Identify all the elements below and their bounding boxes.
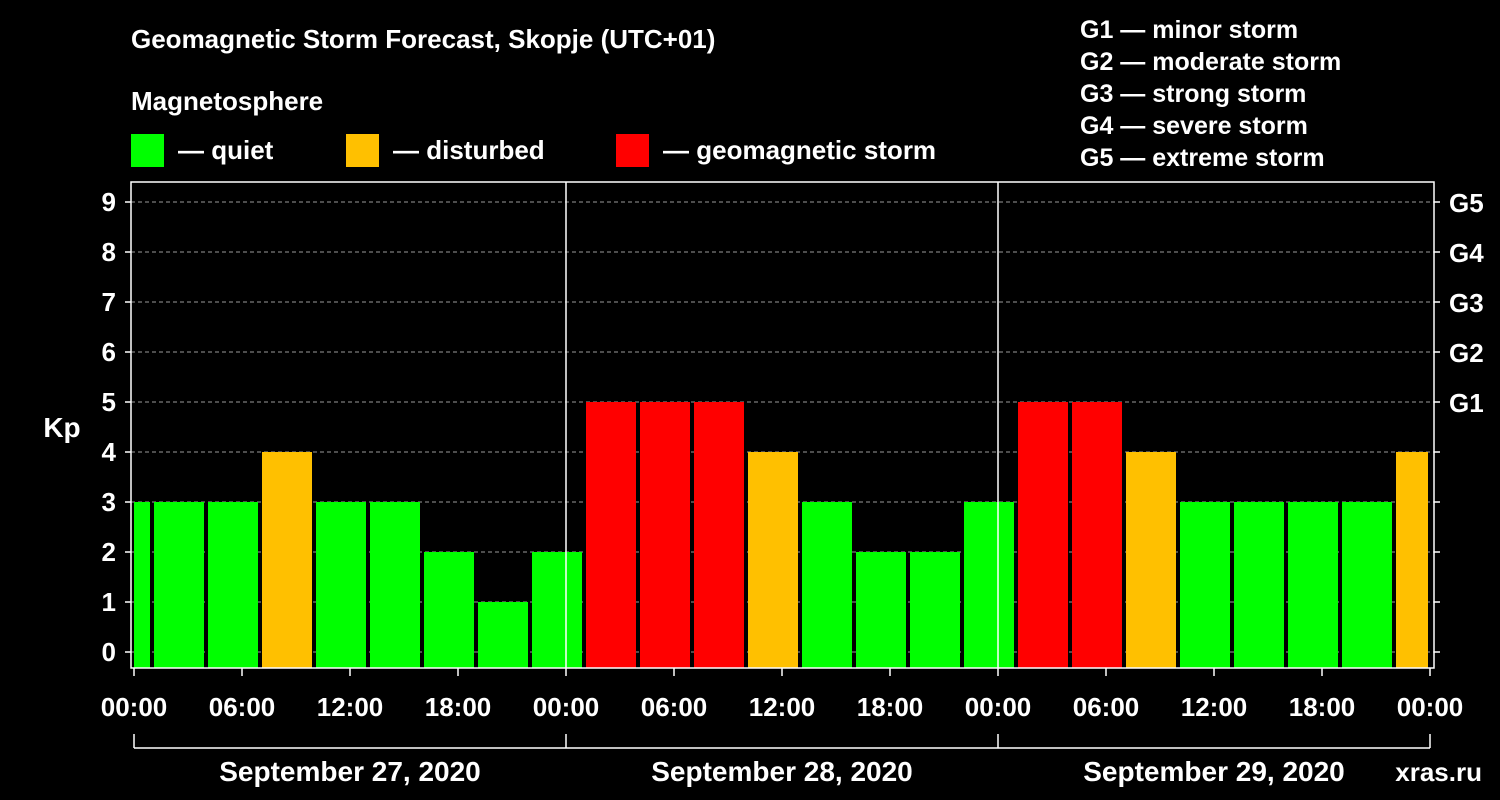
kp-bar [640, 402, 690, 668]
kp-bar [748, 452, 798, 668]
x-tick-label: 06:00 [641, 692, 708, 722]
watermark: xras.ru [1395, 757, 1482, 787]
x-tick-label: 06:00 [1073, 692, 1140, 722]
kp-bar [208, 502, 258, 668]
kp-bar [154, 502, 204, 668]
day-label: September 28, 2020 [651, 756, 913, 787]
legend-quiet-swatch [131, 133, 164, 167]
kp-bar [1342, 502, 1392, 668]
x-tick-label: 12:00 [317, 692, 384, 722]
x-tick-label: 06:00 [209, 692, 276, 722]
legend-storm: — geomagnetic storm [616, 133, 936, 167]
y-tick-label: 8 [102, 237, 116, 267]
g-level-label: G3 [1449, 288, 1484, 318]
chart-title: Geomagnetic Storm Forecast, Skopje (UTC+… [131, 24, 716, 54]
x-tick-label: 00:00 [1397, 692, 1464, 722]
kp-bar [586, 402, 636, 668]
g-level-label: G2 [1449, 338, 1484, 368]
kp-bar [1396, 452, 1428, 668]
kp-bar [964, 502, 1014, 668]
x-tick-label: 00:00 [965, 692, 1032, 722]
kp-bar [316, 502, 366, 668]
magnetosphere-label: Magnetosphere [131, 86, 324, 116]
y-tick-label: 4 [102, 437, 117, 467]
storm-scale-legend: G1 — minor storm G2 — moderate storm G3 … [1080, 14, 1341, 174]
kp-bar [1234, 502, 1284, 668]
day-label: September 29, 2020 [1083, 756, 1345, 787]
legend-disturbed-label: — disturbed [393, 134, 545, 165]
g-level-label: G5 [1449, 188, 1484, 218]
y-tick-label: 2 [102, 537, 116, 567]
kp-bar [1288, 502, 1338, 668]
legend-disturbed: — disturbed [346, 133, 545, 167]
kp-bar [424, 552, 474, 668]
day-label: September 27, 2020 [219, 756, 481, 787]
kp-bar [532, 552, 582, 668]
kp-bar [1126, 452, 1176, 668]
kp-bar [370, 502, 420, 668]
x-tick-label: 18:00 [857, 692, 924, 722]
y-tick-label: 7 [102, 287, 116, 317]
x-tick-label: 00:00 [533, 692, 600, 722]
y-tick-label: 3 [102, 487, 116, 517]
legend-quiet: — quiet [131, 133, 273, 167]
storm-scale-g2: G2 — moderate storm [1080, 48, 1342, 76]
x-tick-label: 18:00 [1289, 692, 1356, 722]
y-tick-label: 9 [102, 187, 116, 217]
kp-bar [478, 602, 528, 668]
g-level-label: G1 [1449, 388, 1484, 418]
legend-disturbed-swatch [346, 133, 379, 167]
y-tick-label: 0 [102, 637, 116, 667]
x-tick-label: 12:00 [749, 692, 816, 722]
g-level-label: G4 [1449, 238, 1484, 268]
storm-scale-g4: G4 — severe storm [1080, 112, 1308, 140]
y-tick-label: 6 [102, 337, 116, 367]
y-tick-label: 5 [102, 387, 116, 417]
storm-scale-g3: G3 — strong storm [1080, 80, 1307, 108]
legend-storm-swatch [616, 133, 649, 167]
legend-quiet-label: — quiet [178, 134, 274, 165]
kp-bar [1072, 402, 1122, 668]
y-axis-label: Kp [43, 412, 80, 443]
storm-scale-g1: G1 — minor storm [1080, 16, 1299, 44]
storm-scale-g5: G5 — extreme storm [1080, 144, 1325, 172]
legend-storm-label: — geomagnetic storm [663, 134, 937, 165]
kp-bar [134, 502, 150, 668]
x-tick-label: 00:00 [101, 692, 168, 722]
kp-bar [910, 552, 960, 668]
x-tick-label: 12:00 [1181, 692, 1248, 722]
kp-bar [856, 552, 906, 668]
x-tick-label: 18:00 [425, 692, 492, 722]
kp-bar [802, 502, 852, 668]
y-tick-label: 1 [102, 587, 116, 617]
kp-bar [1018, 402, 1068, 668]
kp-bar [694, 402, 744, 668]
kp-bar [262, 452, 312, 668]
kp-bar [1180, 502, 1230, 668]
